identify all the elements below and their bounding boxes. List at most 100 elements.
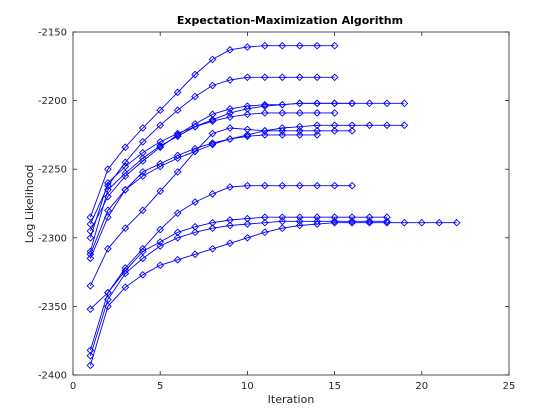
data-point	[173, 131, 182, 139]
data-point	[226, 221, 234, 230]
data-point	[243, 102, 252, 110]
data-point	[226, 183, 234, 191]
data-point	[156, 137, 165, 146]
data-point	[138, 124, 147, 132]
data-point	[243, 132, 252, 141]
data-point	[208, 224, 217, 233]
data-point	[138, 271, 147, 279]
series-1	[86, 41, 339, 222]
data-point	[243, 181, 252, 190]
data-point	[156, 187, 165, 195]
series-5	[86, 109, 339, 242]
y-tick-label: -2400	[38, 371, 67, 382]
data-point	[191, 70, 199, 79]
data-point	[86, 281, 95, 290]
data-point	[417, 218, 426, 227]
data-point	[243, 43, 252, 51]
data-point	[348, 213, 356, 222]
data-point	[121, 185, 130, 194]
data-point	[383, 213, 391, 222]
chart-title: Expectation-Maximization Algorithm	[177, 14, 403, 27]
data-point	[243, 73, 252, 82]
data-point	[156, 121, 165, 130]
data-point	[330, 181, 339, 190]
data-point	[104, 165, 112, 174]
data-point	[173, 209, 182, 217]
data-point	[278, 213, 287, 222]
data-point	[208, 55, 217, 64]
data-point	[138, 254, 147, 263]
data-point	[121, 224, 130, 233]
data-point	[295, 217, 304, 226]
data-point	[261, 109, 269, 117]
data-point	[226, 45, 234, 54]
data-point	[121, 169, 130, 178]
data-point	[156, 242, 165, 250]
x-tick-label: 25	[503, 381, 516, 392]
data-point	[121, 269, 130, 278]
data-point	[330, 73, 339, 82]
data-point	[191, 250, 199, 259]
data-point	[138, 206, 147, 215]
data-point	[173, 88, 182, 97]
data-point	[104, 213, 112, 222]
data-point	[86, 351, 95, 360]
data-point	[330, 121, 339, 130]
plot-area	[72, 31, 510, 376]
x-tick-label: 0	[70, 381, 76, 392]
data-point	[121, 158, 130, 167]
data-point	[243, 220, 252, 228]
data-point	[226, 216, 234, 224]
data-point	[348, 121, 356, 130]
data-point	[348, 218, 356, 227]
data-point	[226, 239, 234, 248]
data-point	[104, 179, 112, 187]
data-point	[243, 125, 252, 134]
data-point	[138, 137, 147, 146]
data-point	[261, 126, 269, 135]
data-point	[330, 213, 339, 222]
data-point	[86, 361, 95, 370]
data-point	[313, 109, 321, 117]
data-point	[295, 181, 304, 190]
data-point	[156, 225, 165, 234]
x-tick-label: 10	[241, 381, 254, 392]
data-point	[173, 129, 182, 138]
data-point	[138, 172, 147, 180]
data-point	[365, 121, 374, 130]
data-point	[330, 99, 339, 108]
series-line	[90, 185, 352, 310]
data-point	[295, 126, 304, 135]
series-line	[89, 76, 335, 225]
data-point	[121, 162, 130, 171]
series-7	[86, 131, 321, 263]
data-point	[330, 109, 339, 117]
data-point	[295, 213, 304, 222]
data-point	[383, 99, 391, 108]
data-point	[435, 218, 444, 227]
data-point	[226, 113, 234, 121]
data-point	[313, 73, 321, 82]
data-point	[191, 228, 199, 237]
data-point	[226, 109, 234, 117]
data-point	[156, 142, 165, 150]
data-point	[383, 121, 391, 130]
x-tick-label: 5	[157, 381, 163, 392]
data-point	[261, 181, 269, 190]
data-point	[295, 109, 304, 117]
series-11	[86, 217, 391, 360]
series-layer	[86, 41, 461, 370]
data-point	[173, 151, 182, 160]
data-point	[295, 73, 304, 82]
data-point	[313, 131, 321, 139]
data-point	[138, 154, 147, 163]
data-point	[313, 220, 321, 228]
data-point	[278, 224, 287, 233]
data-point	[295, 41, 304, 50]
data-point	[208, 129, 217, 138]
data-point	[121, 283, 130, 292]
data-point	[243, 233, 252, 242]
data-point	[400, 218, 409, 227]
data-point	[365, 217, 374, 226]
